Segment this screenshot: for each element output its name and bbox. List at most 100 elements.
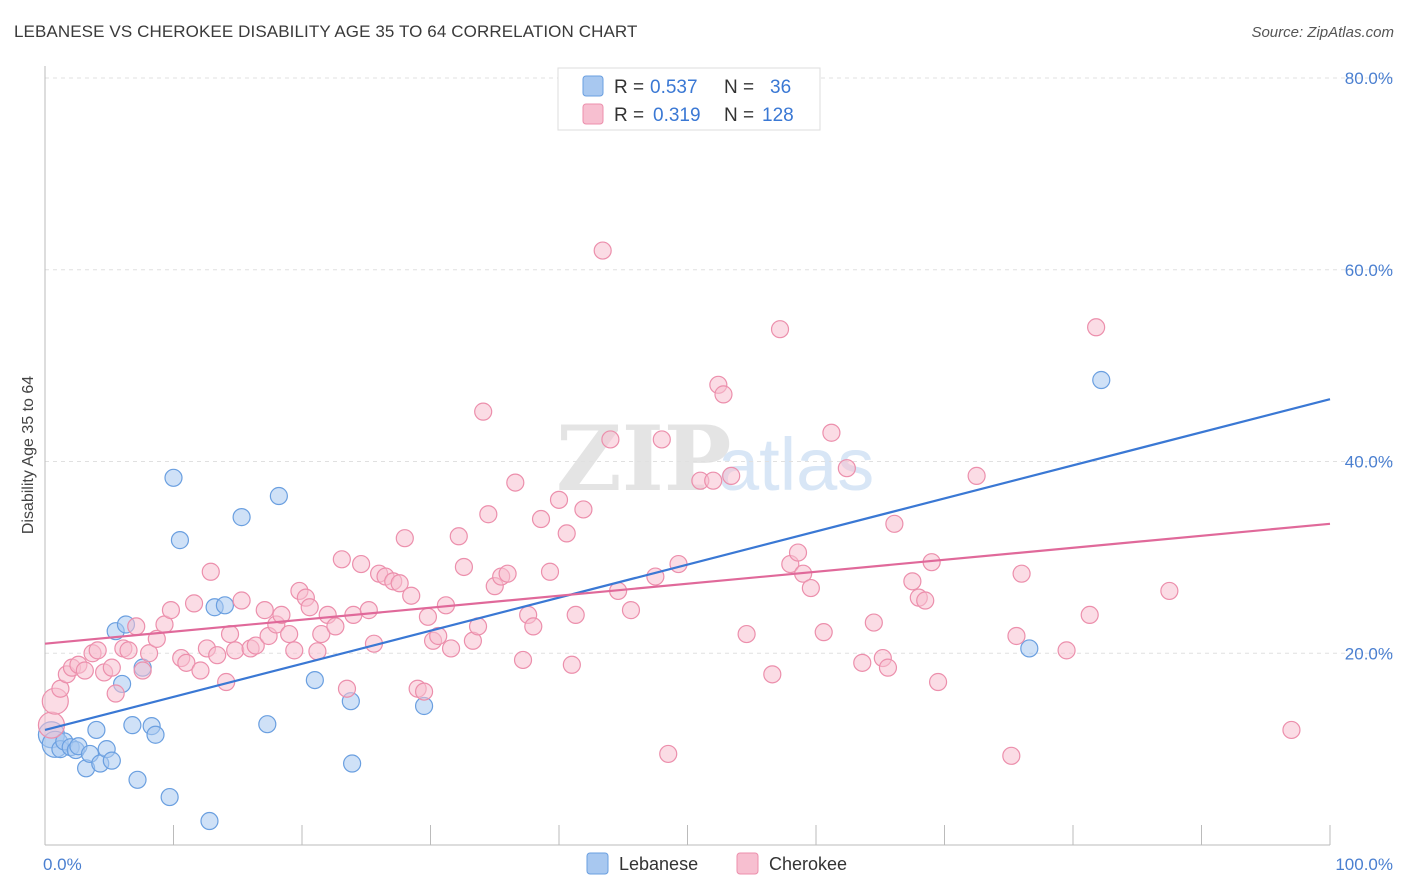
point-cherokee-62 (429, 626, 448, 646)
point-lebanese-17 (128, 770, 147, 789)
point-cherokee-109 (864, 613, 883, 632)
point-cherokee-46 (332, 550, 351, 569)
grid (45, 77, 1393, 654)
legend-swatch-lebanese (582, 75, 604, 97)
point-cherokee-108 (853, 653, 872, 672)
point-cherokee-107 (837, 459, 856, 478)
point-cherokee-19 (161, 601, 181, 620)
point-cherokee-112 (885, 514, 904, 533)
point-cherokee-66 (454, 557, 474, 577)
chart-source: Source: ZipAtlas.com (1251, 24, 1394, 41)
point-cherokee-65 (449, 527, 468, 546)
point-cherokee-122 (1057, 641, 1076, 660)
point-cherokee-55 (390, 574, 409, 593)
point-cherokee-88 (621, 601, 641, 620)
y-tick-label-20: 20.0% (1345, 644, 1393, 663)
point-cherokee-79 (540, 562, 560, 581)
point-cherokee-123 (1080, 605, 1099, 625)
point-cherokee-77 (524, 617, 543, 636)
point-cherokee-126 (1282, 720, 1301, 740)
point-cherokee-96 (714, 385, 733, 404)
legend-r-value-1: 0.537 (650, 77, 698, 98)
point-lebanese-35 (1092, 370, 1111, 390)
y-axis-label: Disability Age 35 to 64 (20, 376, 37, 534)
legend: R = 0.537 N = 36 R = 0.319 N = 128 (557, 67, 821, 131)
bottom-legend-label-cherokee: Cherokee (769, 854, 847, 874)
point-cherokee-36 (272, 605, 291, 625)
point-cherokee-23 (191, 661, 210, 680)
point-lebanese-24 (200, 811, 219, 831)
point-cherokee-49 (352, 554, 371, 574)
point-cherokee-41 (300, 598, 319, 617)
point-cherokee-113 (903, 572, 922, 591)
point-cherokee-78 (531, 509, 551, 529)
point-lebanese-16 (123, 716, 142, 735)
point-cherokee-119 (1002, 746, 1021, 765)
legend-r-label-1: R = (614, 77, 644, 98)
point-cherokee-106 (822, 423, 841, 442)
point-cherokee-92 (669, 554, 688, 574)
point-cherokee-91 (659, 744, 678, 764)
bottom-legend-label-lebanese: Lebanese (619, 854, 698, 874)
bottom-legend: Lebanese Cherokee (586, 852, 847, 875)
point-cherokee-37 (280, 624, 299, 644)
point-cherokee-82 (562, 655, 581, 674)
point-cherokee-60 (418, 607, 438, 626)
point-cherokee-83 (566, 605, 585, 625)
point-cherokee-16 (139, 644, 159, 663)
legend-n-label-2: N = (724, 105, 754, 126)
point-cherokee-30 (232, 591, 251, 610)
point-cherokee-98 (737, 624, 756, 644)
point-cherokee-22 (184, 594, 204, 613)
point-cherokee-94 (704, 471, 723, 490)
point-cherokee-6 (75, 661, 94, 680)
point-lebanese-12 (102, 751, 121, 770)
point-cherokee-86 (601, 430, 620, 449)
bottom-legend-swatch-cherokee (736, 852, 759, 875)
point-cherokee-28 (220, 624, 240, 644)
y-tick-label-40: 40.0% (1345, 453, 1393, 472)
trend-lines (44, 398, 1331, 732)
point-cherokee-8 (88, 641, 107, 660)
point-cherokee-45 (326, 617, 345, 636)
point-cherokee-38 (285, 641, 304, 660)
point-lebanese-23 (170, 531, 190, 550)
point-cherokee-120 (1007, 626, 1026, 646)
point-lebanese-34 (1020, 639, 1039, 658)
point-cherokee-75 (513, 650, 533, 670)
point-cherokee-85 (593, 241, 612, 260)
point-cherokee-21 (177, 653, 196, 672)
x-tick-label-min: 0.0% (43, 855, 82, 874)
bottom-legend-swatch-lebanese (586, 852, 609, 875)
point-cherokee-25 (201, 562, 220, 581)
y-tick-label-80: 80.0% (1345, 69, 1393, 88)
point-cherokee-80 (549, 490, 569, 509)
point-cherokee-69 (474, 402, 493, 421)
point-cherokee-15 (133, 661, 152, 680)
trend-line-cherokee (44, 522, 1331, 645)
trend-line-lebanese (44, 398, 1331, 732)
point-cherokee-100 (770, 320, 790, 339)
series-lebanese (37, 370, 1111, 831)
point-cherokee-105 (814, 623, 833, 642)
point-cherokee-26 (208, 646, 227, 665)
point-lebanese-9 (87, 720, 106, 740)
point-cherokee-70 (479, 505, 498, 524)
series-cherokee (37, 241, 1301, 765)
point-lebanese-32 (343, 754, 362, 773)
point-cherokee-99 (763, 665, 782, 684)
point-lebanese-28 (258, 715, 277, 734)
point-cherokee-11 (106, 684, 125, 703)
point-cherokee-33 (255, 601, 274, 620)
legend-swatch-cherokee (582, 103, 604, 125)
point-cherokee-118 (967, 466, 986, 485)
point-cherokee-50 (359, 601, 378, 620)
point-lebanese-29 (269, 486, 288, 506)
point-cherokee-84 (574, 500, 593, 519)
point-cherokee-32 (246, 636, 265, 655)
point-cherokee-59 (414, 682, 434, 701)
point-lebanese-22 (164, 468, 183, 487)
point-cherokee-64 (441, 639, 461, 658)
point-cherokee-56 (395, 529, 414, 548)
